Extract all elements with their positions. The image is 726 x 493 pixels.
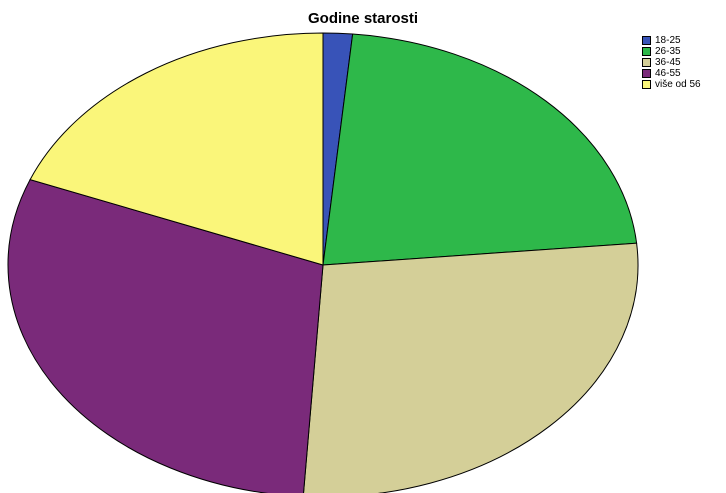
legend: 18-25 26-35 36-45 46-55 više od 56 (642, 35, 701, 90)
legend-label: 36-45 (655, 57, 681, 68)
pie-slice-vi-e-od-56 (29, 32, 324, 266)
legend-item: 36-45 (642, 57, 701, 68)
legend-label: 18-25 (655, 35, 681, 46)
legend-item: 18-25 (642, 35, 701, 46)
legend-label: 46-55 (655, 68, 681, 79)
pie-slice-46-55 (7, 179, 324, 493)
legend-item: više od 56 (642, 79, 701, 90)
legend-swatch (642, 80, 651, 89)
pie-slice-26-35 (322, 33, 638, 266)
legend-swatch (642, 69, 651, 78)
legend-item: 46-55 (642, 68, 701, 79)
pie-slice-36-45 (303, 242, 639, 493)
legend-item: 26-35 (642, 46, 701, 57)
legend-swatch (642, 47, 651, 56)
legend-label: 26-35 (655, 46, 681, 57)
chart-title: Godine starosti (307, 10, 419, 27)
legend-swatch (642, 58, 651, 67)
legend-label: više od 56 (655, 79, 701, 90)
legend-swatch (642, 36, 651, 45)
